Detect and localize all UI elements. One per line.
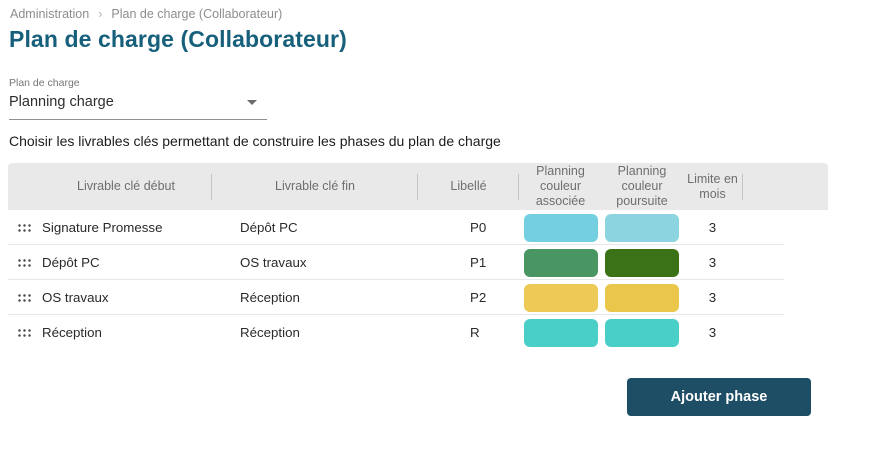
- cell-livrable-fin: Réception: [240, 290, 300, 305]
- color-poursuite-swatch[interactable]: [605, 283, 679, 312]
- cell-livrable-debut: Signature Promesse: [42, 220, 163, 235]
- cell-livrable-fin: Dépôt PC: [240, 220, 298, 235]
- cell-libelle: P1: [470, 255, 487, 270]
- chevron-down-icon: [247, 99, 257, 105]
- phases-table: Livrable clé début Livrable clé fin Libe…: [8, 163, 828, 350]
- cell-limite-mois: 3: [708, 290, 717, 305]
- color-associee-swatch[interactable]: [523, 248, 598, 277]
- color-associee-swatch[interactable]: [523, 283, 598, 312]
- add-phase-button[interactable]: Ajouter phase: [627, 378, 811, 416]
- breadcrumb-separator-icon: ›: [98, 7, 103, 21]
- page-title: Plan de charge (Collaborateur): [9, 26, 347, 52]
- cell-libelle: P2: [470, 290, 487, 305]
- select-value: Planning charge: [9, 94, 114, 110]
- color-associee-swatch[interactable]: [523, 213, 598, 242]
- table-row: Signature Promesse Dépôt PC P0 3: [8, 210, 828, 245]
- breadcrumb-item-current: Plan de charge (Collaborateur): [111, 7, 283, 21]
- drag-handle-icon[interactable]: [17, 292, 32, 303]
- cell-libelle: R: [470, 325, 480, 340]
- cell-limite-mois: 3: [708, 325, 717, 340]
- cell-livrable-debut: OS travaux: [42, 290, 109, 305]
- table-row: OS travaux Réception P2 3: [8, 280, 828, 315]
- cell-livrable-fin: OS travaux: [240, 255, 307, 270]
- cell-livrable-fin: Réception: [240, 325, 300, 340]
- cell-livrable-debut: Dépôt PC: [42, 255, 100, 270]
- cell-libelle: P0: [470, 220, 487, 235]
- table-row: Réception Réception R 3: [8, 315, 828, 350]
- plan-de-charge-select[interactable]: Plan de charge Planning charge: [9, 77, 267, 120]
- color-poursuite-swatch[interactable]: [605, 318, 679, 347]
- color-associee-swatch[interactable]: [523, 318, 598, 347]
- select-label: Plan de charge: [9, 77, 80, 89]
- table-row: Dépôt PC OS travaux P1 3: [8, 245, 828, 280]
- cell-limite-mois: 3: [708, 220, 717, 235]
- drag-handle-icon[interactable]: [17, 222, 32, 233]
- breadcrumb: Administration › Plan de charge (Collabo…: [10, 7, 282, 21]
- header-libelle: Libellé: [418, 179, 519, 194]
- color-poursuite-swatch[interactable]: [605, 248, 679, 277]
- header-couleur-associee: Planning couleur associée: [535, 164, 586, 208]
- color-poursuite-swatch[interactable]: [605, 213, 679, 242]
- drag-handle-icon[interactable]: [17, 257, 32, 268]
- breadcrumb-item-administration[interactable]: Administration: [10, 7, 90, 21]
- header-limite-mois: Limite en mois: [682, 172, 743, 202]
- table-header-row: Livrable clé début Livrable clé fin Libe…: [8, 163, 828, 210]
- header-livrable-debut: Livrable clé début: [40, 179, 212, 194]
- header-livrable-fin: Livrable clé fin: [212, 179, 418, 194]
- cell-limite-mois: 3: [708, 255, 717, 270]
- section-instruction: Choisir les livrables clés permettant de…: [9, 133, 501, 149]
- cell-livrable-debut: Réception: [42, 325, 102, 340]
- drag-handle-icon[interactable]: [17, 327, 32, 338]
- header-couleur-poursuite: Planning couleur poursuite: [616, 164, 668, 208]
